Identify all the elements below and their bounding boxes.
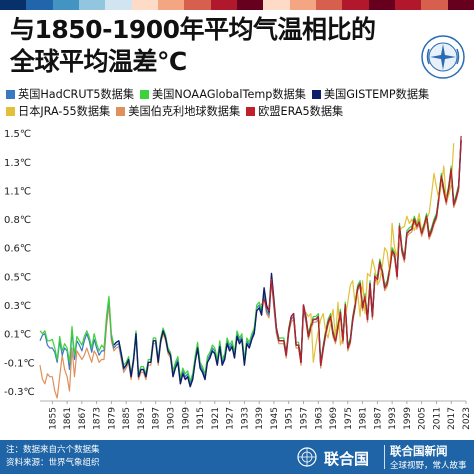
x-tick-label: 1855 xyxy=(48,407,58,430)
x-tick-label: 1945 xyxy=(270,407,280,430)
x-tick-label: 1927 xyxy=(226,407,236,430)
stripe-12 xyxy=(315,0,343,10)
x-tick-label: 2017 xyxy=(447,407,457,430)
x-tick-label: 1951 xyxy=(285,407,295,430)
x-tick-label: 1891 xyxy=(137,407,147,430)
x-tick-label: 1969 xyxy=(329,407,339,430)
un-emblem-icon xyxy=(297,447,317,467)
stripe-13 xyxy=(342,0,369,10)
x-tick-label: 1879 xyxy=(107,407,117,430)
stripe-16 xyxy=(421,0,448,10)
source-line-1: 注：数据来自六个数据集 xyxy=(6,445,100,455)
title-line-1: 与1850-1900年平均气温相比的 xyxy=(10,15,376,44)
un-brand-name: 联合国 xyxy=(324,450,370,468)
stripe-17 xyxy=(447,0,474,10)
legend-item-jra55: 日本JRA-55数据集 xyxy=(6,103,110,120)
stripe-11 xyxy=(289,0,316,10)
x-tick-label: 1963 xyxy=(314,407,324,430)
stripe-14 xyxy=(368,0,395,10)
series-line-era5 xyxy=(261,135,462,366)
y-tick-label: 1.5℃ xyxy=(4,129,31,140)
wmo-logo-icon xyxy=(421,35,465,79)
title-line-2: 全球平均温差℃ xyxy=(10,47,187,76)
stripe-7 xyxy=(184,0,211,10)
x-tick-label: 1885 xyxy=(122,407,132,430)
stripe-15 xyxy=(394,0,422,10)
stripe-10 xyxy=(263,0,290,10)
y-tick-label: 0.5℃ xyxy=(4,272,31,283)
chart-legend: 英国HadCRUT5数据集 美国NOAAGlobalTemp数据集 美国GISTEM… xyxy=(6,86,472,120)
x-tick-label: 1897 xyxy=(152,407,162,430)
legend-label: 美国GISTEMP数据集 xyxy=(323,88,430,101)
stripe-1 xyxy=(26,0,53,10)
warming-stripes xyxy=(0,0,474,10)
y-tick-label: 1.1℃ xyxy=(4,186,31,197)
legend-swatch xyxy=(6,90,15,99)
x-tick-label: 1981 xyxy=(359,407,369,430)
y-tick-label: 1.3℃ xyxy=(4,158,31,169)
x-tick-label: 1909 xyxy=(181,407,191,430)
x-tick-label: 2023 xyxy=(462,407,472,430)
legend-swatch xyxy=(6,107,15,116)
x-tick-label: 1975 xyxy=(344,407,354,430)
legend-row: 日本JRA-55数据集 美国伯克利地球数据集 欧盟ERA5数据集 xyxy=(6,103,472,120)
x-tick-label: 2011 xyxy=(432,407,442,430)
stripe-6 xyxy=(157,0,185,10)
legend-item-berkeley: 美国伯克利地球数据集 xyxy=(116,103,240,120)
series-line-jra55 xyxy=(305,143,455,363)
stripe-4 xyxy=(105,0,132,10)
x-tick-label: 1993 xyxy=(388,407,398,430)
stripe-9 xyxy=(236,0,264,10)
legend-item-gistemp: 美国GISTEMP数据集 xyxy=(311,86,430,103)
x-tick-label: 1915 xyxy=(196,407,206,430)
stripe-0 xyxy=(0,0,27,10)
chart-title: 与1850-1900年平均气温相比的 全球平均温差℃ xyxy=(10,14,420,78)
x-tick-label: 1939 xyxy=(255,407,265,430)
legend-label: 欧盟ERA5数据集 xyxy=(258,105,344,118)
y-tick-label: 0.6℃ xyxy=(4,244,31,255)
x-tick-label: 2005 xyxy=(418,407,428,430)
legend-row: 英国HadCRUT5数据集 美国NOAAGlobalTemp数据集 美国GISTEM… xyxy=(6,86,472,103)
legend-label: 日本JRA-55数据集 xyxy=(18,105,111,118)
legend-swatch xyxy=(116,107,126,116)
footer-bar: 注：数据来自六个数据集 资料来源：世界气象组织 联合国 联合国新闻 全球视野，常… xyxy=(0,440,474,474)
y-tick-label: -0.1℃ xyxy=(4,358,35,369)
legend-swatch xyxy=(311,90,321,99)
x-tick-label: 1999 xyxy=(403,407,413,430)
source-line-2: 资料来源：世界气象组织 xyxy=(6,458,100,468)
stripe-2 xyxy=(52,0,79,10)
legend-label: 英国HadCRUT5数据集 xyxy=(18,88,135,101)
x-tick-label: 1957 xyxy=(299,407,309,430)
y-tick-label: 0.3℃ xyxy=(4,301,31,312)
legend-label: 美国NOAAGlobalTemp数据集 xyxy=(152,88,306,101)
source-note: 注：数据来自六个数据集 资料来源：世界气象组织 xyxy=(6,444,100,470)
x-tick-label: 1903 xyxy=(167,407,177,430)
x-tick-label: 1867 xyxy=(78,407,88,430)
y-tick-label: 0.1℃ xyxy=(4,330,31,341)
legend-item-hadcrut5: 英国HadCRUT5数据集 xyxy=(6,86,134,103)
legend-item-era5: 欧盟ERA5数据集 xyxy=(246,103,343,120)
legend-label: 美国伯克利地球数据集 xyxy=(128,105,241,118)
stripe-8 xyxy=(210,0,237,10)
un-news-slogan: 全球视野，常人故事 xyxy=(390,461,467,471)
legend-swatch xyxy=(246,107,256,116)
stripe-3 xyxy=(78,0,106,10)
x-tick-label: 1933 xyxy=(240,407,250,430)
y-tick-label: -0.3℃ xyxy=(4,387,35,398)
x-tick-label: 1921 xyxy=(211,407,221,430)
x-tick-label: 1873 xyxy=(93,407,103,430)
legend-item-noaa: 美国NOAAGlobalTemp数据集 xyxy=(140,86,306,103)
un-news-name: 联合国新闻 xyxy=(390,444,448,458)
legend-swatch xyxy=(140,90,150,99)
stripe-5 xyxy=(131,0,158,10)
footer-divider xyxy=(384,445,385,469)
x-tick-label: 1861 xyxy=(63,407,73,430)
x-tick-label: 1987 xyxy=(373,407,383,430)
line-chart: -0.3℃ -0.1℃ 0.1℃ 0.3℃ 0.5℃ 0.6℃ 0.8℃ 1.1℃ 1.3℃ 1.… xyxy=(4,129,472,430)
y-tick-label: 0.8℃ xyxy=(4,215,31,226)
